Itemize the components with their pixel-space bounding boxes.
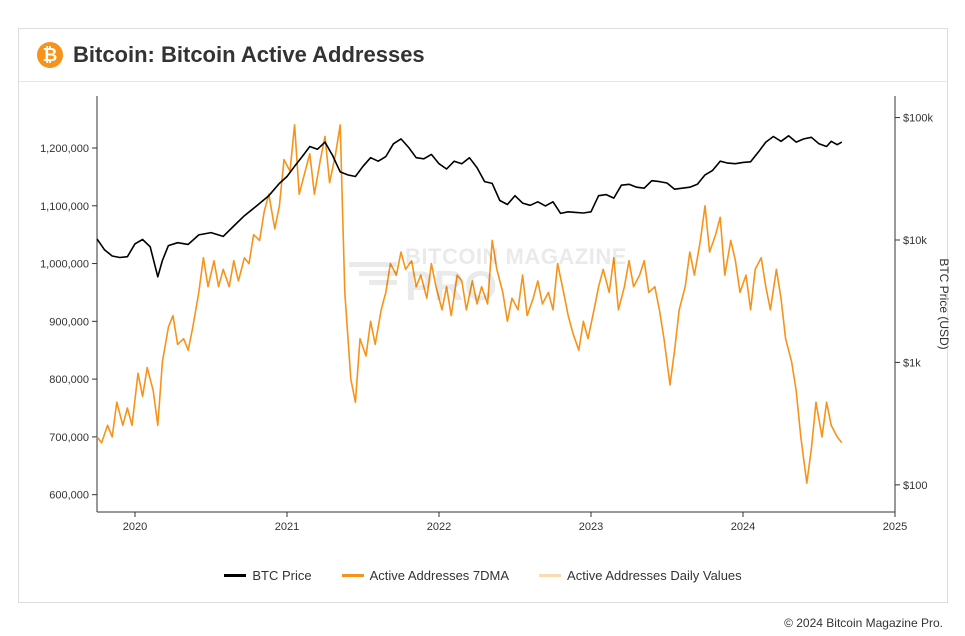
svg-text:$1k: $1k	[903, 357, 921, 369]
chart-plot-area: 600,000 700,000 800,000 900,000 1,000,000 1,1…	[19, 82, 947, 560]
svg-text:2022: 2022	[427, 521, 451, 533]
svg-text:2023: 2023	[579, 521, 603, 533]
svg-text:700,000: 700,000	[49, 432, 89, 444]
svg-text:900,000: 900,000	[49, 316, 89, 328]
svg-text:2024: 2024	[731, 521, 755, 533]
svg-text:2025: 2025	[883, 521, 907, 533]
chart-title: Bitcoin: Bitcoin Active Addresses	[73, 42, 425, 68]
legend-label: Active Addresses 7DMA	[370, 568, 509, 583]
svg-text:800,000: 800,000	[49, 374, 89, 386]
svg-text:$100: $100	[903, 480, 927, 492]
svg-text:$100k: $100k	[903, 113, 933, 125]
bitcoin-logo-icon: ₿	[37, 42, 63, 68]
legend-label: Active Addresses Daily Values	[567, 568, 742, 583]
legend-item-active-daily[interactable]: Active Addresses Daily Values	[539, 568, 742, 583]
svg-text:1,200,000: 1,200,000	[40, 143, 89, 155]
svg-text:2020: 2020	[123, 521, 147, 533]
footer-copyright: © 2024 Bitcoin Magazine Pro.	[784, 616, 943, 630]
chart-svg: 600,000 700,000 800,000 900,000 1,000,000 1,1…	[19, 82, 949, 560]
legend-item-active-7dma[interactable]: Active Addresses 7DMA	[342, 568, 509, 583]
legend-label: BTC Price	[252, 568, 311, 583]
svg-text:$10k: $10k	[903, 235, 927, 247]
svg-text:1,100,000: 1,100,000	[40, 201, 89, 213]
chart-container: ₿ Bitcoin: Bitcoin Active Addresses 600,…	[18, 28, 948, 603]
legend-swatch-icon	[539, 574, 561, 577]
legend-swatch-icon	[224, 574, 246, 577]
svg-text:600,000: 600,000	[49, 490, 89, 502]
legend-item-btc-price[interactable]: BTC Price	[224, 568, 311, 583]
legend-swatch-icon	[342, 574, 364, 577]
svg-text:BTC Price (USD): BTC Price (USD)	[937, 258, 949, 349]
chart-header: ₿ Bitcoin: Bitcoin Active Addresses	[19, 29, 947, 82]
svg-text:1,000,000: 1,000,000	[40, 259, 89, 271]
chart-legend: BTC Price Active Addresses 7DMA Active A…	[19, 560, 947, 595]
svg-text:2021: 2021	[275, 521, 299, 533]
